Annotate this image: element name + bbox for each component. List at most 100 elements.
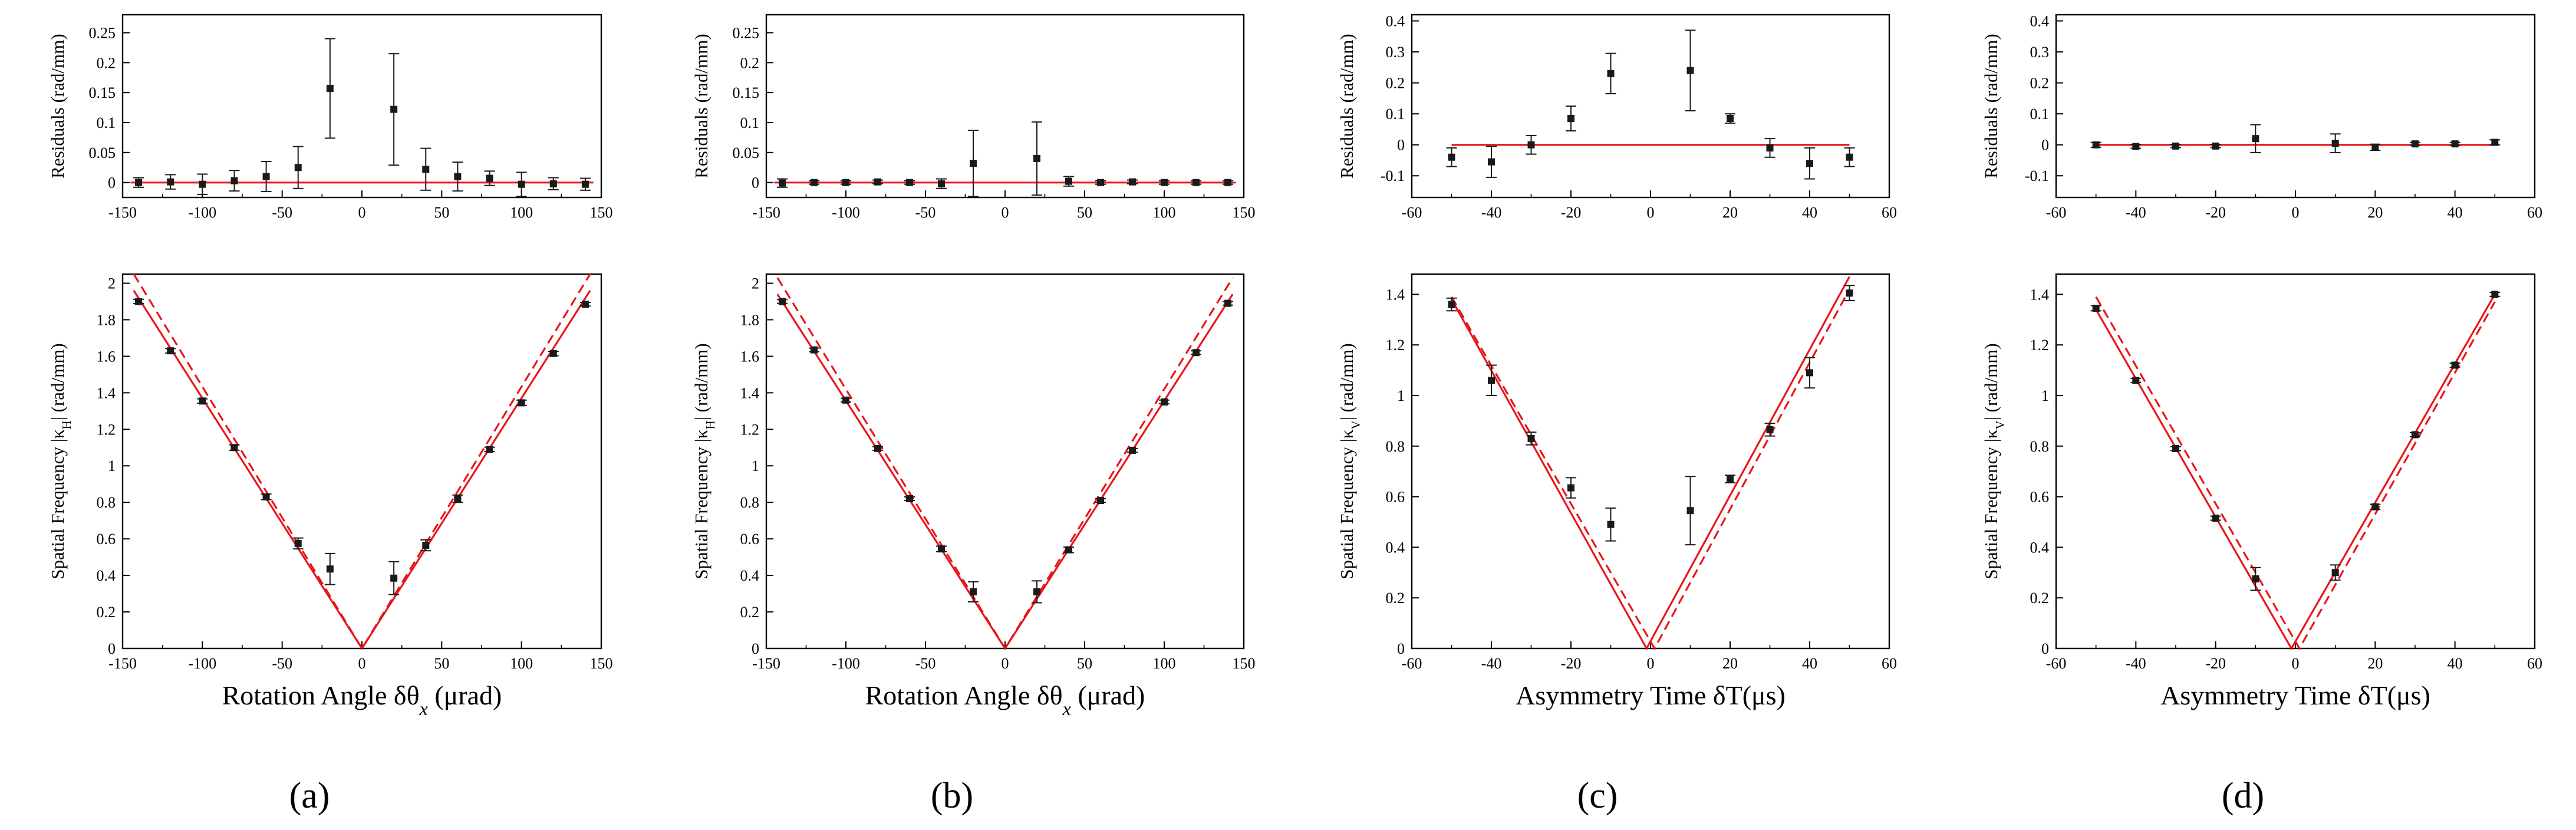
- data-point: [906, 179, 913, 186]
- y-tick-label: 0.6: [2030, 489, 2050, 506]
- x-tick-label: -50: [272, 655, 292, 672]
- y-axis-label: Residuals (rad/mm): [47, 34, 68, 178]
- data-point: [1193, 349, 1200, 357]
- data-point: [811, 179, 818, 186]
- y-tick-label: 0.1: [97, 114, 116, 131]
- data-point: [2252, 135, 2259, 143]
- x-tick-label: -40: [2126, 655, 2146, 672]
- y-tick-label: 1: [108, 457, 116, 475]
- y-tick-label: 0.8: [740, 494, 760, 511]
- y-tick-label: 1.2: [97, 421, 116, 438]
- panel-b-main: -150 -100 -50 0 50 100 150 0 0.2 0.4 0.6 0.8 1 1.2 1.4…: [691, 273, 1256, 719]
- x-tick-label: 100: [510, 204, 533, 221]
- data-point: [938, 180, 945, 187]
- fit-line-dashed: [2095, 296, 2496, 651]
- x-tick-label: 60: [1882, 655, 1897, 672]
- y-tick-label: 0.3: [1386, 44, 1405, 61]
- y-tick-label: 0.6: [1386, 489, 1405, 506]
- y-tick-label: 0.6: [97, 531, 116, 548]
- data-point: [1161, 398, 1168, 406]
- y-tick-label: 0.2: [97, 604, 116, 621]
- data-point: [1766, 426, 1774, 433]
- x-tick-label: 20: [1722, 204, 1738, 221]
- axes-frame: [1411, 273, 1890, 650]
- data-point: [2451, 361, 2459, 369]
- data-point: [2371, 143, 2379, 151]
- data-point: [2491, 139, 2499, 146]
- data-point: [1097, 179, 1104, 186]
- y-axis-label: Spatial Frequency |κH| (rad/mm): [691, 343, 717, 579]
- x-tick-label: 40: [2447, 204, 2463, 221]
- y-tick-label: 0: [2041, 137, 2049, 154]
- y-tick-label: 0.8: [1386, 438, 1405, 455]
- axes-frame: [1411, 14, 1890, 199]
- data-point: [1727, 115, 1734, 123]
- x-tick-label: 100: [510, 655, 533, 672]
- data-point: [262, 173, 270, 180]
- x-tick-label: 0: [2292, 655, 2300, 672]
- x-tick-label: -50: [915, 655, 936, 672]
- data-point: [1448, 301, 1455, 308]
- data-point: [390, 574, 398, 582]
- data-point: [326, 565, 334, 573]
- panel-label-a: (a): [289, 776, 330, 816]
- data-point: [1567, 484, 1574, 492]
- x-tick-label: 60: [1882, 204, 1897, 221]
- data-point: [135, 179, 143, 186]
- data-point: [1193, 179, 1200, 186]
- data-point: [390, 106, 398, 113]
- x-tick-label: 0: [1647, 655, 1655, 672]
- panel-c-residuals: -60 -40 -20 0 20 40 60 -0.1 0 0.1 0.2 0.3 0.4 Residua…: [1336, 13, 1897, 221]
- data-point: [1033, 154, 1040, 162]
- data-point: [294, 539, 302, 547]
- x-axis-label: Rotation Angle δθx (μrad): [222, 680, 502, 719]
- x-tick-label: 60: [2527, 204, 2542, 221]
- data-point: [1686, 507, 1694, 515]
- y-tick-label: 0.8: [2030, 438, 2050, 455]
- data-point: [454, 173, 462, 180]
- y-tick-label: 0.8: [97, 494, 116, 511]
- x-tick-label: -100: [832, 204, 860, 221]
- data-point: [518, 399, 525, 407]
- y-tick-label: 0.25: [733, 24, 760, 41]
- y-tick-label: 0.1: [1386, 106, 1405, 123]
- data-point: [1607, 521, 1615, 528]
- x-tick-label: 150: [1233, 655, 1256, 672]
- y-tick-label: 0: [108, 640, 116, 657]
- data-point: [549, 180, 557, 187]
- data-point: [549, 350, 557, 357]
- data-point: [2412, 431, 2419, 439]
- fit-line-dashed: [1451, 288, 1850, 651]
- data-point: [2412, 140, 2419, 148]
- y-tick-label: 0.05: [89, 144, 116, 162]
- x-tick-label: 50: [434, 655, 449, 672]
- axes-frame: [765, 273, 1245, 650]
- x-tick-label: -100: [188, 655, 216, 672]
- x-tick-label: 20: [1722, 655, 1738, 672]
- y-tick-label: 0: [752, 174, 759, 192]
- data-point: [779, 298, 786, 305]
- data-point: [842, 396, 849, 404]
- y-tick-label: 1: [752, 457, 759, 475]
- data-point: [842, 179, 849, 186]
- y-tick-label: 1.6: [97, 348, 116, 365]
- x-tick-label: 60: [2527, 655, 2542, 672]
- data-point: [1727, 475, 1734, 483]
- data-point: [294, 164, 302, 172]
- y-tick-label: -0.1: [1381, 167, 1405, 185]
- data-point: [1567, 115, 1574, 123]
- x-tick-label: 0: [1002, 655, 1009, 672]
- x-tick-label: -150: [108, 655, 137, 672]
- data-point: [167, 347, 174, 355]
- x-tick-label: 0: [358, 655, 366, 672]
- data-point: [135, 298, 143, 305]
- panel-b-residuals: -150 -100 -50 0 50 100 150 0 0.05 0.1 0.15 0.2 0.25 R…: [691, 14, 1256, 221]
- y-tick-label: 1.4: [740, 384, 760, 401]
- data-point: [2212, 515, 2219, 522]
- x-tick-label: -20: [1561, 204, 1582, 221]
- x-tick-label: 40: [1802, 204, 1817, 221]
- data-point: [1161, 179, 1168, 186]
- data-point: [1527, 434, 1535, 442]
- fit-line: [776, 294, 1234, 650]
